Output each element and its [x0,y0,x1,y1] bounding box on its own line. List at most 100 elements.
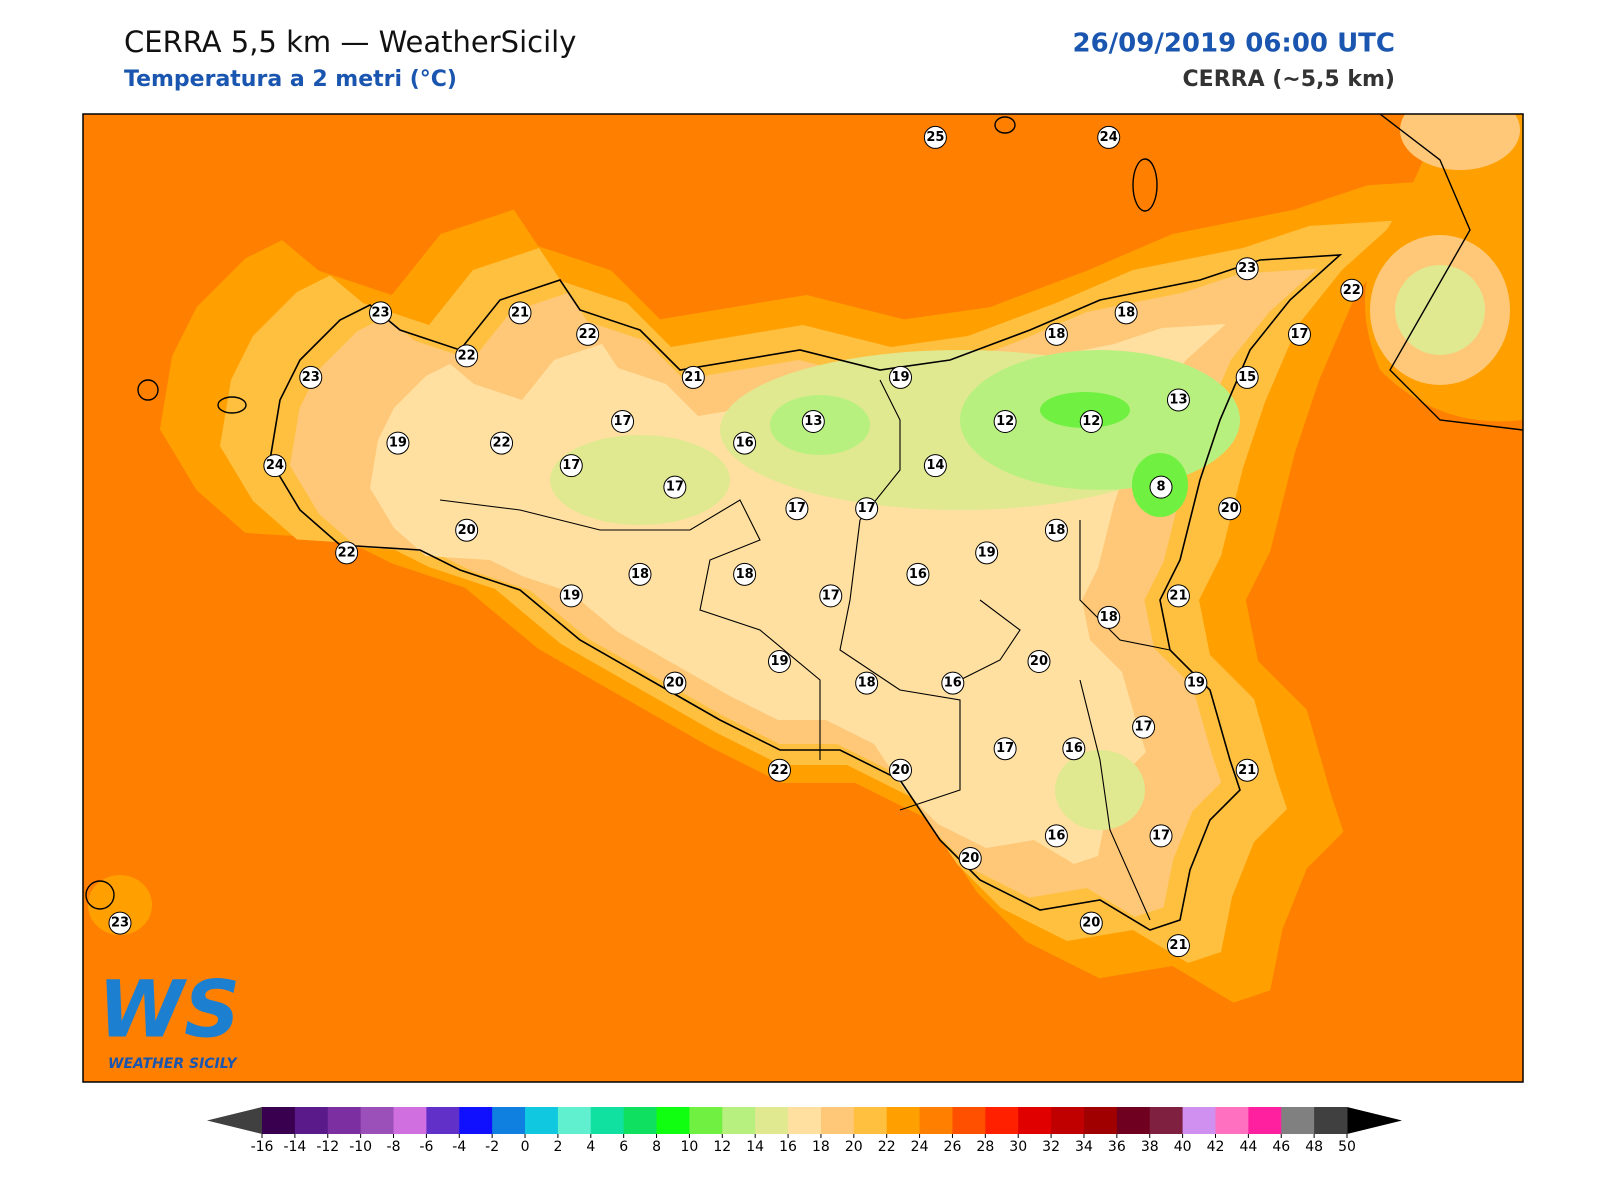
station-value: 23 [111,916,129,931]
province-border [439,379,1171,921]
station-marker [1079,911,1103,935]
colorbar-tick-label: 48 [1305,1139,1323,1155]
station-marker [1132,715,1156,739]
station-marker [975,541,999,565]
station-value: 17 [858,501,876,516]
station-marker [559,454,583,478]
station-marker [611,410,635,434]
colorbar-segment [689,1107,723,1134]
station-value: 20 [961,851,979,866]
station-marker [455,344,479,368]
title: CERRA 5,5 km — WeatherSicily [124,25,576,59]
station-marker [663,475,687,499]
station-value: 19 [1187,676,1205,691]
station-marker [767,758,791,782]
station-marker [335,541,359,565]
station-value: 25 [926,130,944,145]
station-value: 15 [1238,370,1256,385]
station-marker [559,584,583,608]
station-value: 18 [1100,610,1118,625]
colorbar-segment [952,1107,986,1134]
colorbar-segment [919,1107,953,1134]
colorbar-segment [492,1107,526,1134]
colorbar-tick-label: 4 [586,1139,595,1155]
colorbar-segment [1314,1107,1348,1134]
colorbar-tick-label: -4 [452,1139,466,1155]
island [217,396,247,414]
colorbar-segment [1215,1107,1249,1134]
station-marker [855,497,879,521]
island [137,379,159,401]
station-value: 20 [458,523,476,538]
station-marker [733,431,757,455]
colorbar-segment [525,1107,559,1134]
station-marker [889,365,913,389]
station-marker [993,737,1017,761]
colorbar-tick-label: 44 [1239,1139,1257,1155]
station-marker [958,846,982,870]
station-value: 17 [788,501,806,516]
colorbar-segment [1083,1107,1118,1134]
station-value: 18 [1047,523,1065,538]
station-value: 23 [302,370,320,385]
colorbar-tick-label: 10 [681,1139,699,1155]
datetime: 26/09/2019 06:00 UTC [1072,29,1395,59]
colorbar-tick-label: 28 [976,1139,994,1155]
colorbar-tick-label: -8 [387,1139,401,1155]
colorbar-segment [1116,1107,1151,1134]
calabria-band [1395,265,1485,355]
colorbar-tick-label: 2 [553,1139,562,1155]
station-value: 21 [1238,763,1256,778]
colorbar-segment [623,1107,658,1134]
station-value: 17 [996,741,1014,756]
station-value: 16 [909,567,927,582]
colorbar-tick-label: -12 [316,1139,339,1155]
colorbar-tick-label: -16 [251,1139,274,1155]
colorbar-segment [360,1107,395,1134]
station-value: 22 [770,763,788,778]
colorbar-segment [722,1107,756,1134]
logo-name: WEATHER SICILY [108,1056,239,1072]
station-marker [923,454,947,478]
station-value: 17 [614,414,632,429]
station-marker [1287,322,1311,346]
station-marker [801,410,825,434]
station-value: 19 [770,654,788,669]
station-marker [906,562,930,586]
colorbar-tick-label: 24 [911,1139,929,1155]
station-value: 22 [492,436,510,451]
station-value: 17 [1135,720,1153,735]
island [994,116,1016,134]
colorbar-segment [294,1107,329,1134]
station-value: 21 [684,370,702,385]
colorbar-tick-label: 50 [1338,1139,1356,1155]
colorbar-tick-label: 30 [1009,1139,1027,1155]
station-marker [663,671,687,695]
colorbar-tick-label: 38 [1141,1139,1159,1155]
colorbar-tick-label: -6 [419,1139,433,1155]
station-value: 19 [978,545,996,560]
station-value: 19 [389,436,407,451]
station-marker [628,562,652,586]
station-marker [941,671,965,695]
station-marker [386,431,410,455]
station-marker [299,365,323,389]
station-marker [1062,737,1086,761]
station-value: 23 [1238,261,1256,276]
station-value: 22 [458,348,476,363]
colorbar-segment [262,1107,296,1134]
colorbar-tick-label: -2 [485,1139,499,1155]
station-marker [108,911,132,935]
station-marker [1149,475,1173,499]
subtitle: Temperatura a 2 metri (°C) [124,67,457,92]
station-marker [1166,388,1190,412]
station-value: 16 [736,436,754,451]
station-value: 17 [822,588,840,603]
station-value: 8 [1157,480,1166,495]
station-value: 20 [666,676,684,691]
colorbar: -16 -14 -12 -10 -8 -6 -4 -2 0 2 4 6 8 10 12 14 16 18 20 22 2… [207,1107,1402,1155]
station-marker [369,301,393,325]
station-marker [1044,322,1068,346]
temperature-band [1055,750,1145,830]
station-value: 14 [926,458,944,473]
